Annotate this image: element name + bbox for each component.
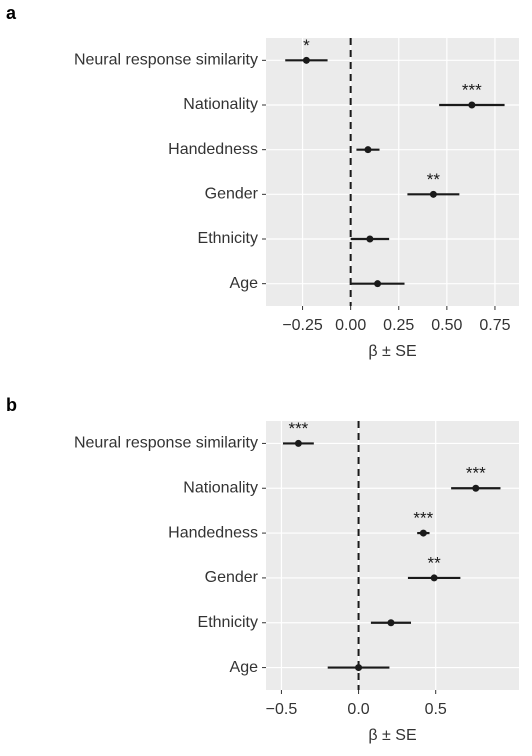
point <box>468 101 476 109</box>
y-tick-label: Handedness <box>168 524 258 541</box>
point <box>374 280 382 288</box>
y-tick-label: Ethnicity <box>198 614 258 631</box>
point <box>355 664 363 672</box>
y-tick-label: Ethnicity <box>198 230 258 247</box>
point <box>366 235 374 243</box>
point <box>302 56 310 64</box>
y-tick-label: Handedness <box>168 141 258 158</box>
annotation: ** <box>427 170 441 189</box>
annotation: *** <box>462 80 482 99</box>
x-tick-label: 0.00 <box>335 317 366 334</box>
plot-background <box>266 38 519 306</box>
annotation: ** <box>428 553 442 572</box>
panel-label: a <box>6 3 17 23</box>
point <box>387 619 395 627</box>
point <box>294 439 302 447</box>
annotation: *** <box>288 419 308 438</box>
y-tick-label: Age <box>230 659 259 676</box>
annotation: *** <box>413 509 433 528</box>
x-axis-label: β ± SE <box>368 343 416 360</box>
y-tick-label: Gender <box>205 186 259 203</box>
y-tick-label: Neural response similarity <box>74 435 258 452</box>
annotation: *** <box>466 464 486 483</box>
panel-label: b <box>6 395 17 415</box>
x-tick-label: 0.0 <box>347 701 369 718</box>
x-tick-label: −0.5 <box>266 701 298 718</box>
x-tick-label: 0.75 <box>479 317 510 334</box>
point <box>430 574 438 582</box>
y-tick-label: Age <box>230 275 259 292</box>
y-tick-label: Nationality <box>183 96 258 113</box>
plot-background <box>266 421 519 690</box>
y-tick-label: Neural response similarity <box>74 52 258 69</box>
x-tick-label: −0.25 <box>282 317 323 334</box>
x-axis-label: β ± SE <box>368 727 416 744</box>
x-tick-label: 0.5 <box>425 701 447 718</box>
x-tick-label: 0.25 <box>383 317 414 334</box>
y-tick-label: Gender <box>205 569 259 586</box>
y-tick-label: Nationality <box>183 479 258 496</box>
point <box>419 529 427 537</box>
x-tick-label: 0.50 <box>431 317 462 334</box>
point <box>429 190 437 198</box>
annotation: * <box>303 36 310 55</box>
point <box>472 484 480 492</box>
point <box>364 146 372 154</box>
